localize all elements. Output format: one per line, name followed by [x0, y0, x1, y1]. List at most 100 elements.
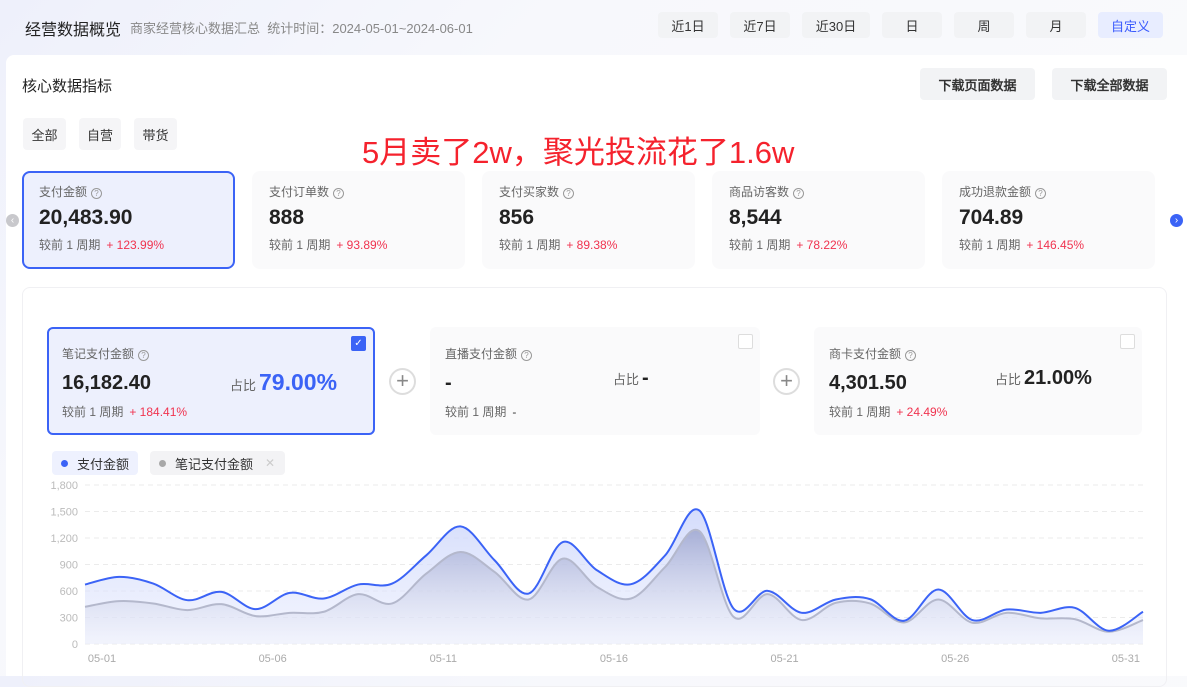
sub-metric-label: 直播支付金额: [445, 347, 518, 361]
sub-metric-value: 16,182.40: [62, 372, 151, 394]
compare-label: 较前 1 周期: [62, 405, 124, 419]
sub-metric-card[interactable]: 商卡支付金额? 4,301.50 占比 21.00% 较前 1 周期 + 24.49…: [814, 327, 1142, 435]
change-value: + 123.99%: [106, 238, 165, 252]
compare-label: 较前 1 周期: [445, 405, 507, 419]
tab-all[interactable]: 全部: [23, 118, 66, 150]
x-tick-label: 05-31: [1112, 653, 1140, 665]
sub-metric-card[interactable]: ✓ 笔记支付金额? 16,182.40 占比 79.00% 较前 1 周期 + 18…: [47, 327, 375, 435]
close-icon[interactable]: ✕: [265, 456, 276, 470]
sub-metric-value: 4,301.50: [829, 372, 907, 394]
compare-label: 较前 1 周期: [959, 238, 1021, 252]
download-all-data-button[interactable]: 下载全部数据: [1052, 68, 1167, 100]
metric-label: 成功退款金额: [959, 185, 1032, 199]
metric-value: 20,483.90: [39, 206, 133, 229]
sub-metric-label: 笔记支付金额: [62, 347, 135, 361]
change-value: + 24.49%: [896, 405, 948, 419]
series-line-note-pay-amount: [84, 528, 1144, 633]
plus-icon: +: [773, 368, 800, 395]
x-tick-label: 05-21: [771, 653, 799, 665]
legend-item-pay-amount[interactable]: 支付金额: [52, 451, 138, 475]
compare-label: 较前 1 周期: [269, 238, 331, 252]
page-subtitle: 商家经营核心数据汇总 统计时间：2024-05-01~2024-06-01: [130, 21, 473, 36]
help-icon[interactable]: ?: [563, 188, 575, 199]
download-page-data-button[interactable]: 下载页面数据: [920, 68, 1035, 100]
checkbox[interactable]: [1120, 334, 1135, 349]
checkbox[interactable]: ✓: [351, 336, 366, 351]
ratio-label: 占比: [995, 372, 1022, 387]
legend-label: 支付金额: [77, 456, 130, 472]
time-range-button[interactable]: 近1日: [658, 12, 718, 38]
x-tick-label: 05-01: [88, 653, 116, 665]
ratio-label: 占比: [613, 372, 640, 387]
change-value: + 146.45%: [1026, 238, 1085, 252]
legend-dot-icon: [61, 459, 68, 467]
metric-label: 支付买家数: [499, 185, 560, 199]
x-tick-label: 05-16: [600, 653, 628, 665]
sub-metric-label: 商卡支付金额: [829, 347, 902, 361]
area-note-pay-amount: [85, 529, 1143, 644]
metric-value: 888: [269, 206, 305, 229]
y-tick-label: 600: [60, 586, 78, 598]
compare-label: 较前 1 周期: [499, 238, 561, 252]
plus-icon: +: [389, 368, 416, 395]
change-value: + 89.38%: [566, 238, 618, 252]
tab-affiliate[interactable]: 带货: [134, 118, 177, 150]
series-line-pay-amount: [84, 508, 1144, 632]
scroll-left-icon[interactable]: ‹: [6, 214, 19, 227]
y-tick-label: 1,200: [50, 533, 78, 545]
x-tick-label: 05-11: [430, 653, 457, 665]
y-tick-label: 300: [60, 613, 78, 625]
help-icon[interactable]: ?: [91, 188, 103, 199]
help-icon[interactable]: ?: [793, 188, 805, 199]
legend-item-note-pay-amount[interactable]: 笔记支付金额 ✕: [150, 451, 285, 475]
time-range-button[interactable]: 近30日: [802, 12, 870, 38]
y-tick-label: 1,800: [50, 480, 78, 492]
y-tick-label: 1,500: [50, 507, 78, 519]
sub-metric-value: -: [445, 372, 452, 394]
ratio-value: 21.00%: [1024, 367, 1092, 389]
metric-card[interactable]: 支付金额? 20,483.90 较前 1 周期 + 123.99%: [22, 171, 235, 269]
y-tick-label: 0: [72, 639, 78, 651]
metric-card[interactable]: 支付买家数? 856 较前 1 周期 + 89.38%: [482, 171, 695, 269]
metric-card[interactable]: 支付订单数? 888 较前 1 周期 + 93.89%: [252, 171, 465, 269]
metric-card[interactable]: 商品访客数? 8,544 较前 1 周期 + 78.22%: [712, 171, 925, 269]
metric-value: 704.89: [959, 206, 1024, 229]
time-range-button[interactable]: 自定义: [1098, 12, 1163, 38]
help-icon[interactable]: ?: [1035, 188, 1047, 199]
line-chart: 0 300 600 900 1,200 1,500 1,800 05-01 05-06 05-11…: [50, 480, 1144, 665]
annotation-text: 5月卖了2w，聚光投流花了1.6w: [362, 135, 795, 170]
ratio-value: -: [642, 367, 649, 389]
help-icon[interactable]: ?: [905, 350, 917, 361]
ratio-label: 占比: [230, 378, 257, 393]
y-tick-label: 900: [60, 560, 78, 572]
help-icon[interactable]: ?: [521, 350, 533, 361]
page-title: 经营数据概览: [25, 22, 122, 39]
ratio-value: 79.00%: [259, 369, 338, 395]
checkbox[interactable]: [738, 334, 753, 349]
compare-label: 较前 1 周期: [39, 238, 101, 252]
metric-label: 支付金额: [39, 185, 88, 199]
metric-card[interactable]: 成功退款金额? 704.89 较前 1 周期 + 146.45%: [942, 171, 1155, 269]
change-value: + 78.22%: [796, 238, 848, 252]
time-range-button[interactable]: 周: [954, 12, 1014, 38]
metric-label: 商品访客数: [729, 185, 790, 199]
metric-value: 856: [499, 206, 535, 229]
change-value: + 184.41%: [129, 405, 188, 419]
tab-self-operated[interactable]: 自营: [79, 118, 121, 150]
help-icon[interactable]: ?: [138, 350, 150, 361]
sub-metric-card[interactable]: 直播支付金额? - 占比 - 较前 1 周期 -: [430, 327, 760, 435]
help-icon[interactable]: ?: [333, 188, 345, 199]
x-tick-label: 05-06: [259, 653, 287, 665]
metric-value: 8,544: [729, 206, 782, 229]
change-value: + 93.89%: [336, 238, 388, 252]
compare-label: 较前 1 周期: [729, 238, 791, 252]
legend-dot-icon: [159, 459, 166, 467]
change-value: -: [512, 405, 517, 419]
section-title: 核心数据指标: [22, 78, 113, 95]
compare-label: 较前 1 周期: [829, 405, 891, 419]
time-range-button[interactable]: 近7日: [730, 12, 790, 38]
scroll-right-icon[interactable]: ›: [1170, 214, 1183, 227]
time-range-button[interactable]: 日: [882, 12, 942, 38]
legend-label: 笔记支付金额: [175, 456, 254, 472]
time-range-button[interactable]: 月: [1026, 12, 1086, 38]
